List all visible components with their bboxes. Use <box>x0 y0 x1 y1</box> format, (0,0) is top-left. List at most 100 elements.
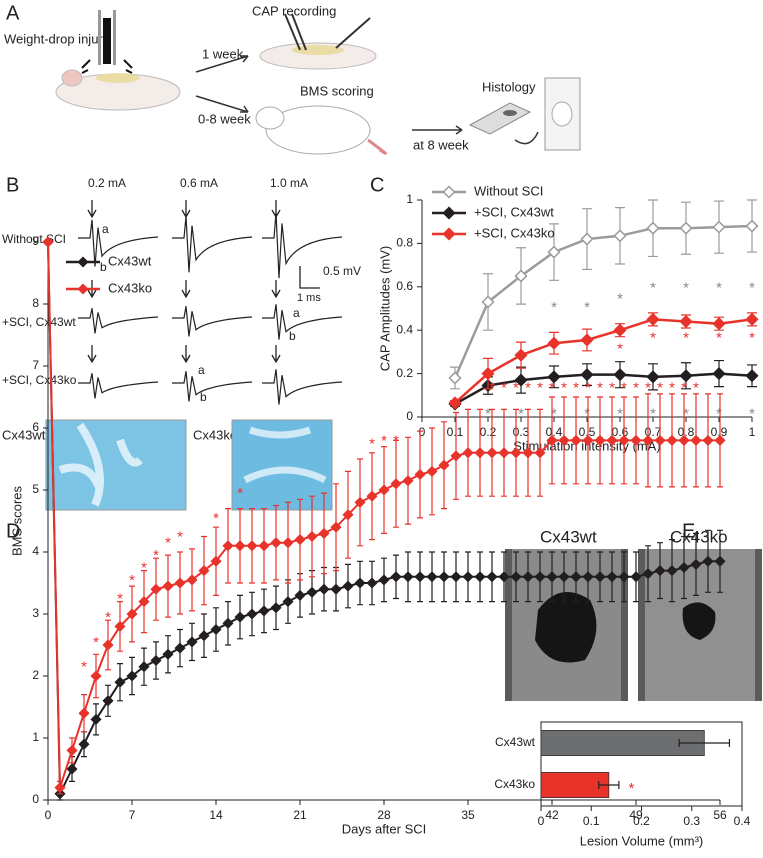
marker <box>294 589 306 601</box>
current-label: 0.6 mA <box>180 176 218 190</box>
marker <box>426 571 438 583</box>
marker <box>174 577 186 589</box>
legend-marker <box>442 227 456 241</box>
x-tick-label: 0.1 <box>583 814 600 828</box>
significance-star: * <box>716 405 722 422</box>
impact <box>81 59 133 74</box>
tissue-block <box>468 102 532 135</box>
marker <box>514 269 528 283</box>
marker <box>198 565 210 577</box>
marker <box>666 434 678 446</box>
marker <box>702 555 714 567</box>
marker <box>745 219 759 233</box>
marker <box>646 221 660 235</box>
marker <box>666 565 678 577</box>
marker <box>210 555 222 567</box>
category-label: Cx43ko <box>494 777 535 791</box>
animal <box>61 69 83 87</box>
marker <box>258 540 270 552</box>
marker <box>270 602 282 614</box>
marker <box>678 434 690 446</box>
arrow <box>87 200 97 219</box>
scale-label: 1 ms <box>297 292 321 304</box>
arrow <box>271 280 281 299</box>
arrow <box>195 95 249 113</box>
device <box>103 18 111 64</box>
animal <box>259 42 377 70</box>
arrow <box>514 131 539 145</box>
marker <box>294 534 306 546</box>
significance-star: * <box>105 609 111 626</box>
marker <box>679 314 693 329</box>
spinal-cord <box>96 73 140 83</box>
y-tick-label: 1 <box>32 730 39 744</box>
marker <box>42 236 54 248</box>
significance-star: * <box>633 380 639 397</box>
arrow <box>87 345 97 364</box>
marker <box>618 571 630 583</box>
significance-star: * <box>584 405 590 422</box>
x-tick-label: 0.4 <box>734 814 751 828</box>
significance-star: * <box>93 634 99 651</box>
marker <box>378 574 390 586</box>
step-label: Histology <box>482 79 536 94</box>
significance-star: * <box>213 510 219 527</box>
marker <box>606 571 618 583</box>
panel-label: C <box>370 174 384 196</box>
marker <box>654 565 666 577</box>
step-label: 0-8 week <box>198 111 251 126</box>
significance-star: * <box>650 330 656 347</box>
marker <box>522 447 534 459</box>
marker <box>438 459 450 471</box>
marker <box>498 447 510 459</box>
significance-star: * <box>617 340 623 357</box>
marker <box>150 654 162 667</box>
marker <box>448 396 462 410</box>
marker <box>481 295 495 309</box>
significance-star: * <box>369 435 375 452</box>
marker <box>222 617 234 629</box>
marker <box>448 371 462 385</box>
marker <box>306 530 318 543</box>
peak-label: a <box>198 363 205 377</box>
marker <box>510 447 522 459</box>
x-tick-label: 0.3 <box>683 814 700 828</box>
row-label: +SCI, Cx43ko <box>2 373 77 387</box>
y-tick-label: 4 <box>32 544 39 558</box>
significance-star: * <box>489 380 495 397</box>
step-label: CAP recording <box>252 3 336 18</box>
device <box>98 10 101 65</box>
significance-star: * <box>165 535 171 552</box>
marker <box>318 583 330 595</box>
bar <box>540 730 705 757</box>
x-tick-label: 0 <box>538 814 545 828</box>
arrow <box>240 105 249 113</box>
schematic: Weight-drop injury 1 week CAP recording … <box>4 3 581 155</box>
arrow <box>195 55 249 73</box>
marker <box>558 434 570 446</box>
image-label: Cx43wt <box>540 527 597 546</box>
significance-star: * <box>585 380 591 397</box>
significance-star: * <box>716 330 722 347</box>
marker <box>654 434 666 446</box>
significance-star: * <box>551 405 557 422</box>
marker <box>210 623 222 636</box>
y-axis-label: BMS scores <box>9 485 24 556</box>
marker <box>712 220 726 234</box>
marker <box>306 586 318 598</box>
marker <box>402 475 414 487</box>
x-tick-label: 0.1 <box>447 425 464 439</box>
legend-marker <box>442 206 456 220</box>
x-tick-label: 49 <box>629 808 643 822</box>
marker <box>570 571 582 583</box>
marker <box>678 561 690 574</box>
significance-star: * <box>551 299 557 316</box>
marker <box>162 580 174 592</box>
significance-star: * <box>525 380 531 397</box>
marker <box>330 583 342 595</box>
marker <box>78 738 90 750</box>
legend-label: Cx43ko <box>108 280 152 295</box>
legend-marker <box>77 283 89 295</box>
marker <box>642 568 654 580</box>
